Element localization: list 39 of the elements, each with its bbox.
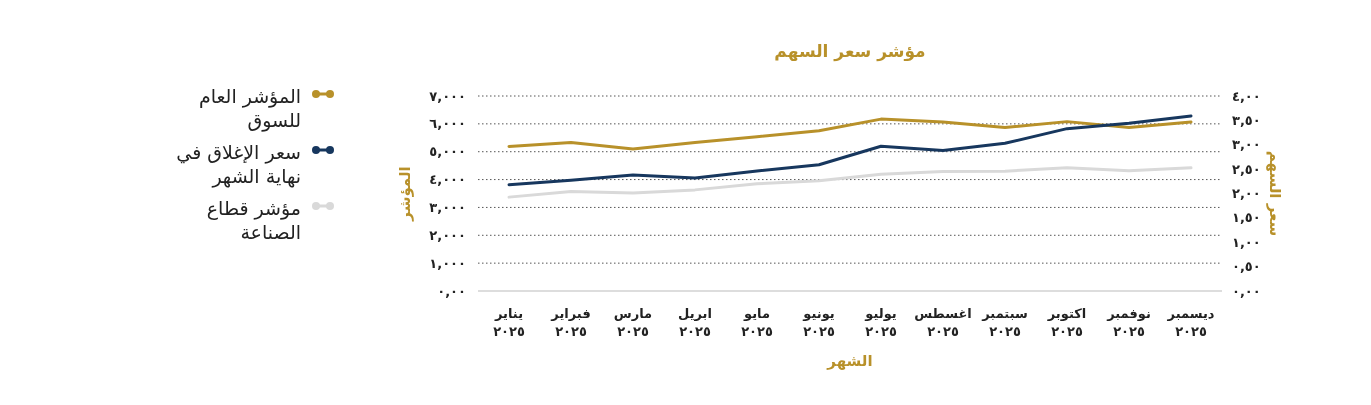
x-tick-label: نوفمبر ٢٠٢٥: [1106, 306, 1151, 339]
y-tick-label: ٥,٠٠٠: [429, 144, 466, 160]
y-axis-title: المؤشر: [396, 166, 414, 222]
y-tick-label: ١,٠٠٠: [429, 255, 466, 271]
x-tick-label: ابريل ٢٠٢٥: [678, 306, 712, 339]
legend-label: سعر الإغلاق في نهاية الشهر: [175, 140, 301, 188]
x-tick-label: اغسطس ٢٠٢٥: [914, 306, 972, 339]
y-tick-label: ٧,٠٠٠: [429, 88, 466, 104]
y-tick-label: ٠,٠٠: [437, 283, 466, 299]
x-axis-title: الشهر: [826, 352, 873, 370]
line-series: [507, 117, 1193, 151]
x-tick-label: يوليو ٢٠٢٥: [864, 306, 897, 339]
x-tick-label: اكتوبر ٢٠٢٥: [1046, 306, 1087, 339]
chart-title: مؤشر سعر السهم: [774, 41, 926, 62]
y2-tick-label: ٤,٠٠: [1232, 88, 1261, 104]
line-series: [507, 114, 1193, 187]
x-tick-label: فبراير ٢٠٢٥: [550, 306, 591, 339]
legend-label: المؤشر العام للسوق: [197, 84, 301, 132]
x-tick-label: ديسمبر ٢٠٢٥: [1166, 306, 1215, 339]
y-tick-label: ٣,٠٠٠: [429, 199, 466, 215]
x-tick-label: يونيو ٢٠٢٥: [802, 306, 835, 339]
y2-axis-title: سعر السهم: [1266, 150, 1284, 237]
y2-tick-label: ١,٠٠: [1232, 234, 1261, 250]
y2-tick-label: ٣,٠٠: [1232, 137, 1261, 153]
y-tick-label: ٢,٠٠٠: [429, 227, 466, 243]
y2-tick-label: ٠,٥٠: [1232, 259, 1261, 275]
y2-tick-label: ٢,٠٠: [1232, 186, 1261, 201]
x-tick-label: يناير ٢٠٢٥: [493, 306, 525, 339]
x-tick-label: مايو ٢٠٢٥: [741, 306, 773, 339]
x-tick-label: سبتمبر ٢٠٢٥: [981, 306, 1028, 339]
x-tick-label: مارس ٢٠٢٥: [613, 306, 653, 339]
y2-tick-label: ١,٥٠: [1232, 210, 1261, 226]
legend-label: مؤشر قطاع الصناعة: [205, 196, 301, 244]
line-series: [507, 166, 1193, 199]
y2-tick-label: ٢,٥٠: [1232, 161, 1261, 177]
y2-tick-label: ٠,٠٠: [1232, 283, 1261, 299]
y2-tick-label: ٣,٥٠: [1232, 112, 1261, 128]
y-tick-label: ٦,٠٠٠: [429, 116, 466, 132]
y-tick-label: ٤,٠٠٠: [429, 172, 466, 188]
